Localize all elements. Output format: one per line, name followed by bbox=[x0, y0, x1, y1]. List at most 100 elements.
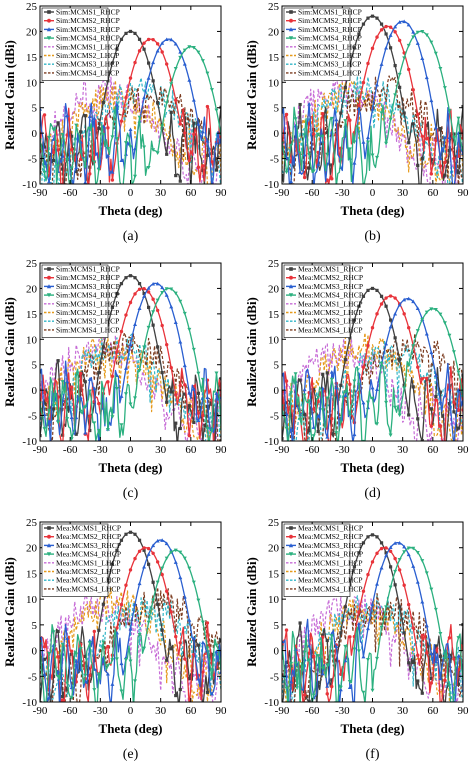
series-marker-4 bbox=[442, 656, 447, 661]
series-marker-1 bbox=[183, 639, 187, 643]
series-marker-1 bbox=[169, 110, 173, 114]
series-marker-4 bbox=[338, 420, 343, 425]
series-marker-4 bbox=[119, 689, 124, 694]
y-tick-label: 25 bbox=[26, 1, 38, 13]
series-marker-4 bbox=[325, 152, 330, 157]
panel-e: -90 -60 -30 0 30 60 90 -10 -5 0 5 10 15 20 25 Theta (de… bbox=[2, 517, 227, 762]
series-marker-4 bbox=[128, 145, 133, 149]
series-marker-4 bbox=[196, 50, 201, 55]
y-tick-label: -5 bbox=[28, 671, 38, 683]
series-marker-4 bbox=[214, 643, 219, 648]
series-marker-1 bbox=[339, 111, 343, 115]
series-marker-2 bbox=[183, 131, 187, 135]
series-marker-2 bbox=[357, 610, 361, 614]
series-line-7 bbox=[41, 77, 221, 184]
series-marker-3 bbox=[397, 540, 402, 545]
series-marker-4 bbox=[114, 137, 119, 141]
series-marker-3 bbox=[356, 621, 361, 626]
series-marker-3 bbox=[388, 324, 393, 329]
y-tick-label: 25 bbox=[268, 517, 280, 529]
series-marker-1 bbox=[174, 173, 178, 178]
series-marker-3 bbox=[402, 544, 407, 549]
series-marker-3 bbox=[384, 553, 389, 558]
series-marker-4 bbox=[209, 428, 214, 433]
series-marker-4 bbox=[60, 132, 65, 137]
series-marker-2 bbox=[311, 132, 316, 136]
series-marker-2 bbox=[69, 147, 74, 152]
series-marker-2 bbox=[133, 60, 137, 65]
series-marker-3 bbox=[47, 179, 52, 184]
series-marker-2 bbox=[434, 398, 438, 402]
series-marker-3 bbox=[415, 306, 420, 310]
series-marker-3 bbox=[352, 160, 357, 165]
series-marker-1 bbox=[156, 345, 160, 349]
series-marker-4 bbox=[361, 187, 365, 191]
series-marker-1 bbox=[79, 130, 83, 134]
series-marker-2 bbox=[379, 28, 384, 32]
series-marker-4 bbox=[433, 308, 438, 312]
series-marker-2 bbox=[155, 308, 160, 313]
y-tick-label: -10 bbox=[22, 179, 37, 191]
series-marker-4 bbox=[214, 371, 219, 376]
series-marker-1 bbox=[119, 538, 124, 542]
y-axis-label: Realized Gain (dBi) bbox=[2, 297, 17, 407]
series-marker-1 bbox=[447, 402, 452, 406]
series-marker-4 bbox=[415, 329, 420, 333]
x-tick-label: -90 bbox=[275, 705, 290, 717]
series-marker-4 bbox=[205, 427, 210, 431]
series-marker-4 bbox=[155, 151, 160, 156]
x-tick-label: 60 bbox=[185, 444, 197, 456]
series-marker-1 bbox=[219, 639, 221, 643]
series-marker-1 bbox=[115, 291, 119, 296]
x-tick-label: 0 bbox=[370, 187, 376, 199]
series-marker-3 bbox=[452, 705, 456, 709]
series-marker-4 bbox=[379, 625, 384, 630]
series-marker-3 bbox=[433, 373, 438, 377]
series-marker-4 bbox=[411, 344, 416, 348]
legend-entry: Mea:MCMS3_LHCP bbox=[56, 576, 121, 585]
series-marker-3 bbox=[146, 76, 151, 80]
series-marker-1 bbox=[42, 145, 47, 149]
series-marker-4 bbox=[343, 390, 348, 394]
series-marker-1 bbox=[147, 305, 151, 309]
series-marker-4 bbox=[146, 325, 151, 330]
series-marker-4 bbox=[200, 620, 205, 625]
series-marker-4 bbox=[42, 427, 47, 431]
series-marker-1 bbox=[83, 654, 87, 659]
legend-entry: Sim:MCMS3_LHCP bbox=[56, 60, 119, 69]
y-tick-label: 20 bbox=[268, 26, 280, 38]
series-marker-3 bbox=[429, 350, 434, 355]
series-marker-4 bbox=[384, 400, 389, 405]
series-marker-1 bbox=[284, 401, 289, 405]
series-marker-3 bbox=[128, 342, 133, 346]
series-marker-1 bbox=[97, 126, 101, 130]
y-tick-label: 15 bbox=[26, 52, 38, 64]
series-marker-4 bbox=[302, 650, 307, 655]
series-marker-2 bbox=[402, 583, 406, 587]
series-marker-1 bbox=[407, 661, 411, 665]
series-marker-3 bbox=[142, 294, 147, 298]
series-marker-1 bbox=[298, 621, 302, 625]
series-marker-4 bbox=[160, 566, 165, 571]
series-marker-4 bbox=[105, 664, 110, 668]
series-marker-4 bbox=[347, 147, 352, 151]
series-marker-4 bbox=[356, 649, 361, 653]
series-marker-4 bbox=[173, 67, 178, 71]
series-marker-2 bbox=[165, 589, 169, 593]
series-marker-4 bbox=[429, 40, 434, 45]
series-marker-2 bbox=[124, 95, 128, 100]
series-marker-2 bbox=[97, 401, 101, 406]
series-marker-1 bbox=[393, 583, 397, 587]
series-marker-3 bbox=[429, 98, 434, 103]
series-marker-3 bbox=[442, 135, 447, 140]
series-marker-4 bbox=[164, 101, 169, 105]
series-marker-1 bbox=[343, 605, 347, 609]
series-marker-2 bbox=[205, 621, 210, 625]
series-marker-1 bbox=[214, 412, 219, 416]
series-marker-3 bbox=[361, 654, 366, 659]
y-tick-label: -5 bbox=[270, 411, 280, 423]
series-marker-2 bbox=[384, 546, 388, 550]
series-marker-3 bbox=[151, 543, 156, 548]
legend-entry: Sim:MCMS2_LHCP bbox=[56, 308, 119, 317]
series-marker-2 bbox=[429, 172, 434, 176]
